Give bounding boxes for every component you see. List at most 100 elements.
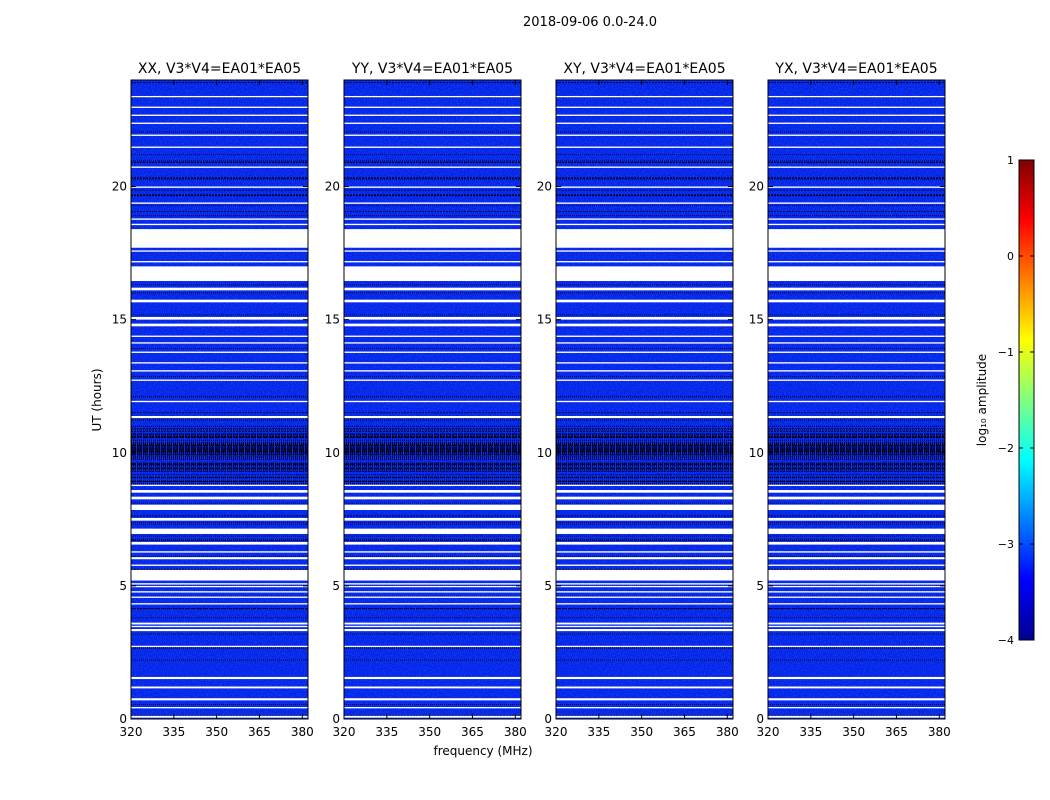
flagged-interval: [556, 379, 733, 381]
flagged-interval: [768, 287, 945, 291]
panels-group: XX, V3*V4=EA01*EA05 320 335 350 365 380 0 5 10 15…: [112, 61, 951, 739]
flagged-interval: [768, 106, 945, 108]
flagged-interval: [131, 707, 308, 709]
flagged-interval: [556, 250, 733, 252]
flagged-interval: [344, 541, 521, 545]
flagged-interval: [131, 166, 308, 168]
flagged-interval: [768, 585, 945, 588]
y-tick-label: 15: [537, 313, 552, 327]
flagged-interval: [768, 591, 945, 593]
flagged-interval: [768, 528, 945, 534]
flagged-interval: [131, 564, 308, 566]
flagged-interval: [556, 316, 733, 320]
flagged-interval: [344, 707, 521, 709]
flagged-interval: [344, 114, 521, 116]
flagged-interval: [344, 379, 521, 381]
flagged-interval: [556, 122, 733, 124]
flagged-interval: [556, 585, 733, 588]
flagged-interval: [768, 223, 945, 226]
x-tick-label: 335: [587, 725, 610, 739]
flagged-interval: [344, 122, 521, 124]
flagged-interval: [131, 622, 308, 625]
x-tick-label: 350: [842, 725, 865, 739]
flagged-interval: [344, 715, 521, 718]
flagged-interval: [768, 625, 945, 628]
flagged-interval: [556, 645, 733, 648]
flagged-interval: [344, 591, 521, 593]
y-tick-label: 0: [332, 712, 340, 726]
figure-suptitle: 2018-09-06 0.0-24.0: [523, 15, 657, 30]
y-tick-label: 20: [112, 180, 127, 194]
flagged-interval: [768, 504, 945, 510]
flagged-interval: [344, 629, 521, 632]
flagged-interval: [131, 335, 308, 337]
flagged-interval: [131, 400, 308, 403]
flagged-interval: [344, 351, 521, 353]
flagged-interval: [556, 202, 733, 204]
flagged-interval: [131, 504, 308, 510]
flagged-interval: [344, 287, 521, 291]
flagged-interval: [556, 625, 733, 628]
flagged-interval: [131, 484, 308, 487]
y-tick-label: 10: [112, 446, 127, 460]
y-tick-label: 0: [119, 712, 127, 726]
flagged-interval: [556, 686, 733, 689]
x-tick-label: 380: [504, 725, 527, 739]
flagged-interval: [131, 362, 308, 364]
panel-2: YY, V3*V4=EA01*EA05 320 335 350 365 380 0 5 10 15…: [325, 61, 527, 739]
flagged-interval: [768, 316, 945, 320]
flagged-interval: [768, 496, 945, 500]
flagged-interval: [556, 676, 733, 680]
flagged-interval: [556, 323, 733, 327]
flagged-interval: [768, 541, 945, 545]
y-tick-label: 20: [749, 180, 764, 194]
flagged-interval: [768, 379, 945, 381]
flagged-interval: [556, 490, 733, 493]
flagged-interval: [556, 146, 733, 148]
flagged-interval: [768, 715, 945, 718]
flagged-interval: [556, 186, 733, 188]
flagged-interval: [768, 186, 945, 188]
flagged-interval: [131, 202, 308, 204]
panel-3: XY, V3*V4=EA01*EA05 320 335 350 365 380 0 5 10 15…: [537, 61, 739, 739]
panel-frame: [343, 79, 522, 720]
flagged-interval: [344, 645, 521, 648]
flagged-interval: [344, 223, 521, 226]
flagged-interval: [768, 229, 945, 248]
colorbar-label: log₁₀ amplitude: [975, 354, 989, 446]
flagged-interval: [344, 596, 521, 598]
flagged-interval: [131, 229, 308, 248]
flagged-interval: [768, 266, 945, 282]
flagged-interval: [344, 416, 521, 419]
flagged-interval: [768, 517, 945, 521]
flagged-interval: [131, 686, 308, 689]
flagged-interval: [344, 528, 521, 534]
flagged-interval: [344, 134, 521, 136]
flagged-interval: [556, 218, 733, 220]
flagged-interval: [131, 585, 308, 588]
panel-4: YX, V3*V4=EA01*EA05 320 335 350 365 380 0 5 10 15…: [749, 61, 951, 739]
flagged-interval: [768, 698, 945, 701]
flagged-interval: [131, 496, 308, 500]
flagged-interval: [131, 316, 308, 320]
flagged-interval: [768, 299, 945, 303]
x-tick-label: 350: [205, 725, 228, 739]
flagged-interval: [768, 622, 945, 625]
flagged-interval: [344, 551, 521, 553]
flagged-interval: [131, 715, 308, 718]
flagged-interval: [344, 603, 521, 605]
flagged-interval: [556, 591, 733, 593]
flagged-interval: [131, 186, 308, 188]
flagged-interval: [768, 95, 945, 98]
colorbar: 1 0 −1 −2 −3 −4 log₁₀ amplitude: [975, 154, 1035, 647]
flagged-interval: [768, 596, 945, 598]
flagged-interval: [344, 106, 521, 108]
flagged-interval: [344, 186, 521, 188]
colorbar-ticks: 1 0 −1 −2 −3 −4: [998, 154, 1034, 647]
panel-title: YY, V3*V4=EA01*EA05: [351, 61, 513, 77]
flagged-interval: [344, 583, 521, 585]
y-tick-label: 5: [332, 579, 340, 593]
y-tick-label: 10: [537, 446, 552, 460]
flagged-interval: [556, 400, 733, 403]
flagged-interval: [768, 146, 945, 148]
